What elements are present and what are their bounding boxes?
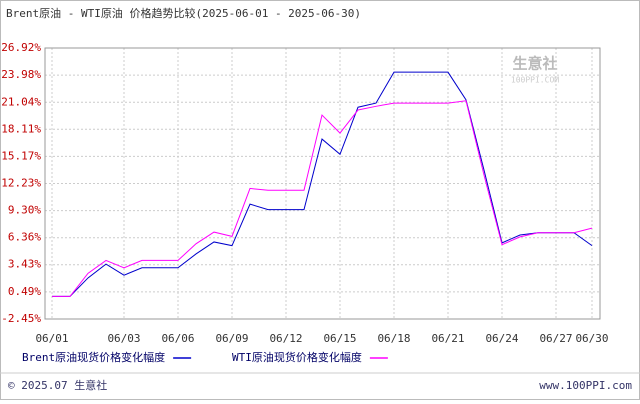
chart-title: Brent原油 - WTI原油 价格趋势比较(2025-06-01 - 2025…	[6, 6, 361, 20]
y-tick-label: 9.30%	[8, 204, 41, 217]
plot-border	[44, 47, 601, 320]
y-tick-label: 6.36%	[8, 231, 41, 244]
x-tick-label: 06/03	[107, 332, 140, 345]
series-line	[52, 100, 593, 297]
y-tick-label: 12.23%	[1, 177, 41, 190]
x-tick-label: 06/24	[485, 332, 518, 345]
y-tick-label: 3.43%	[8, 258, 41, 271]
legend-label: WTI原油现货价格变化幅度	[232, 350, 362, 364]
y-tick-label: 26.92%	[1, 41, 41, 54]
y-tick-label: 23.98%	[1, 68, 41, 81]
y-tick-label: 21.04%	[1, 95, 41, 108]
x-tick-label: 06/30	[575, 332, 608, 345]
footer-left: © 2025.07 生意社	[8, 378, 107, 392]
watermark: 生意社	[512, 55, 557, 73]
x-tick-label: 06/06	[161, 332, 194, 345]
y-tick-label: -2.45%	[1, 312, 41, 325]
x-tick-label: 06/12	[269, 332, 302, 345]
x-tick-label: 06/09	[215, 332, 248, 345]
watermark: 100PPI.COM	[511, 76, 559, 85]
y-tick-label: 15.17%	[1, 149, 41, 162]
x-tick-label: 06/27	[539, 332, 572, 345]
x-tick-label: 06/01	[35, 332, 68, 345]
y-tick-label: 18.11%	[1, 122, 41, 135]
x-tick-label: 06/21	[431, 332, 464, 345]
y-tick-label: 0.49%	[8, 285, 41, 298]
legend-label: Brent原油现货价格变化幅度	[22, 350, 165, 364]
x-tick-label: 06/18	[377, 332, 410, 345]
footer-right: www.100PPI.com	[539, 379, 632, 392]
x-tick-label: 06/15	[323, 332, 356, 345]
